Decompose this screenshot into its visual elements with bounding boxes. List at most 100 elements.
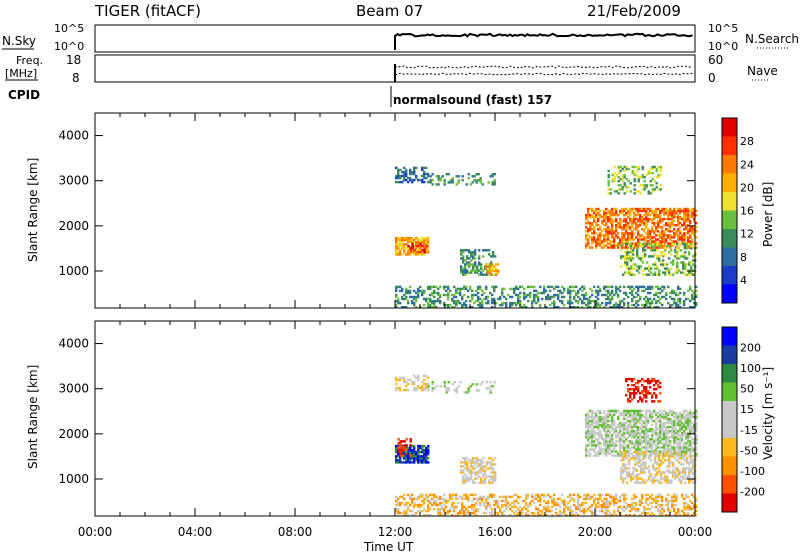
- data-cell: [607, 215, 610, 219]
- data-cell: [427, 241, 430, 244]
- data-cell: [419, 446, 422, 450]
- data-cell: [655, 501, 658, 505]
- data-cell: [655, 444, 658, 447]
- data-cell: [581, 293, 584, 297]
- data-cell: [599, 493, 602, 497]
- data-cell: [533, 495, 536, 499]
- data-cell: [601, 503, 604, 507]
- data-cell: [681, 415, 684, 419]
- data-cell: [693, 430, 696, 433]
- data-cell: [609, 211, 612, 215]
- data-cell: [525, 306, 528, 309]
- data-cell: [679, 230, 682, 233]
- data-cell: [663, 421, 666, 425]
- data-cell: [494, 477, 497, 480]
- data-cell: [537, 299, 540, 303]
- data-cell: [395, 241, 398, 244]
- data-cell: [691, 293, 694, 297]
- data-cell: [605, 511, 608, 515]
- data-cell: [644, 245, 647, 248]
- data-cell: [671, 236, 674, 239]
- data-cell: [664, 253, 667, 256]
- data-cell: [603, 448, 606, 451]
- data-cell: [641, 409, 644, 413]
- data-cell: [529, 503, 532, 507]
- data-cell: [501, 511, 504, 515]
- data-cell: [460, 465, 463, 468]
- data-cell: [651, 423, 654, 427]
- data-cell: [483, 501, 486, 505]
- data-cell: [626, 257, 629, 260]
- data-cell: [652, 247, 655, 250]
- data-cell: [427, 174, 430, 178]
- data-cell: [663, 244, 666, 247]
- data-cell: [399, 454, 402, 457]
- data-cell: [501, 303, 504, 307]
- data-cell: [693, 450, 696, 453]
- data-cell: [651, 394, 654, 397]
- data-cell: [623, 440, 626, 443]
- data-cell: [621, 493, 624, 497]
- data-cell: [684, 251, 687, 254]
- data-cell: [625, 421, 628, 425]
- data-cell: [423, 244, 426, 248]
- data-cell: [587, 299, 590, 303]
- data-cell: [615, 209, 618, 213]
- data-cell: [631, 409, 634, 413]
- data-cell: [503, 509, 506, 513]
- data-cell: [595, 238, 598, 241]
- data-cell: [475, 389, 478, 392]
- data-cell: [627, 514, 630, 517]
- data-cell: [647, 246, 650, 249]
- data-cell: [677, 454, 680, 457]
- data-cell: [413, 166, 416, 170]
- data-cell: [688, 273, 691, 276]
- data-cell: [681, 450, 684, 453]
- data-cell: [693, 306, 696, 309]
- data-cell: [505, 503, 508, 507]
- data-cell: [630, 255, 633, 258]
- data-cell: [647, 287, 650, 291]
- data-cell: [685, 297, 688, 301]
- data-cell: [674, 477, 677, 480]
- data-cell: [693, 505, 696, 509]
- data-cell: [435, 299, 438, 303]
- data-cell: [467, 505, 470, 509]
- data-cell: [680, 475, 683, 478]
- data-cell: [413, 455, 416, 458]
- data-cell: [651, 165, 654, 169]
- data-cell: [675, 503, 678, 507]
- data-cell: [639, 421, 642, 425]
- data-cell: [623, 226, 626, 229]
- data-cell: [685, 442, 688, 445]
- data-cell: [693, 226, 696, 229]
- data-cell: [517, 301, 520, 305]
- data-cell: [427, 306, 430, 309]
- data-cell: [625, 425, 628, 429]
- data-cell: [619, 442, 622, 445]
- data-cell: [677, 230, 680, 233]
- data-cell: [661, 413, 664, 417]
- data-cell: [545, 507, 548, 511]
- data-cell: [429, 175, 432, 178]
- data-cell: [619, 430, 622, 433]
- data-cell: [417, 495, 420, 499]
- data-cell: [663, 423, 666, 427]
- data-cell: [649, 234, 652, 237]
- data-cell: [591, 419, 594, 423]
- data-cell: [683, 417, 686, 421]
- data-cell: [477, 303, 480, 307]
- data-cell: [629, 238, 632, 241]
- data-cell: [493, 297, 496, 301]
- data-cell: [665, 442, 668, 445]
- data-cell: [629, 411, 632, 415]
- data-cell: [629, 220, 632, 223]
- data-cell: [403, 514, 406, 517]
- data-cell: [587, 495, 590, 499]
- data-cell: [421, 293, 424, 297]
- data-cell: [537, 291, 540, 295]
- data-cell: [632, 263, 635, 266]
- data-cell: [419, 386, 422, 390]
- data-cell: [471, 493, 474, 497]
- data-cell: [494, 457, 497, 460]
